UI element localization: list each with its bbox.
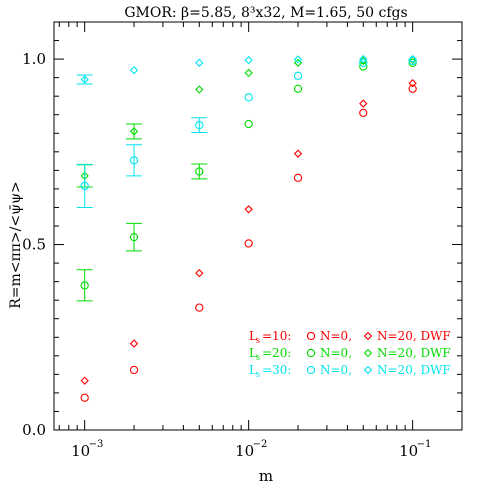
legend-ls-label: L	[249, 329, 257, 343]
series-4	[76, 56, 417, 208]
series-1	[80, 79, 417, 385]
legend-n0-label: N=0,	[320, 363, 352, 377]
data-point	[244, 93, 253, 102]
series-2	[76, 58, 417, 302]
x-tick-exponent: −3	[89, 439, 104, 450]
legend-n0-label: N=0,	[320, 346, 352, 360]
data-point	[244, 239, 253, 248]
data-point	[293, 173, 303, 182]
legend-circle-marker	[306, 365, 316, 375]
data-point	[359, 108, 368, 118]
legend-ls-label: L	[249, 346, 257, 360]
x-tick-label: 10	[235, 442, 254, 460]
data-point	[80, 75, 89, 84]
legend-ls-label: L	[249, 363, 257, 377]
data-point	[80, 281, 89, 290]
x-tick-exponent: −2	[253, 439, 268, 450]
data-point	[195, 85, 204, 94]
chart-title: GMOR: β=5.85, 8³x32, M=1.65, 50 cfgs	[124, 5, 407, 21]
data-point	[129, 127, 139, 136]
legend-circle-marker	[306, 331, 316, 341]
x-tick-label: 10	[71, 442, 90, 460]
data-point	[195, 58, 204, 67]
legend-diamond-marker	[363, 331, 373, 341]
data-point	[244, 68, 253, 77]
legend-ls-value: =30:	[262, 363, 291, 377]
data-point	[244, 119, 253, 129]
series-5	[76, 54, 417, 85]
data-point	[408, 84, 417, 93]
data-point	[293, 149, 303, 158]
series-0	[80, 84, 417, 402]
legend-ls-subscript: s	[256, 370, 260, 379]
data-point	[408, 79, 417, 88]
data-point	[129, 156, 139, 165]
y-tick-label: 1.0	[22, 50, 46, 68]
legend-n20-label: N=20, DWF	[377, 363, 451, 377]
data-point	[129, 339, 139, 348]
legend-n0-label: N=0,	[320, 329, 352, 343]
data-point	[195, 268, 204, 278]
data-point	[359, 58, 368, 67]
data-point	[80, 376, 89, 385]
data-point	[244, 56, 253, 65]
legend-ls-subscript: s	[256, 336, 260, 345]
data-point	[244, 205, 253, 214]
data-point	[80, 393, 89, 402]
legend-n20-label: N=20, DWF	[377, 329, 451, 343]
y-tick-label: 0.5	[22, 236, 46, 254]
x-tick-exponent: −1	[417, 439, 432, 450]
data-point	[129, 365, 139, 375]
x-axis-label: m	[259, 467, 273, 485]
data-point	[293, 58, 303, 67]
legend-ls-value: =10:	[262, 329, 291, 343]
x-tick-label: 10	[399, 442, 418, 460]
data-point	[408, 56, 417, 66]
legend-diamond-marker	[363, 365, 373, 375]
legend-ls-subscript: s	[256, 353, 260, 362]
legend-circle-marker	[306, 348, 316, 358]
data-point	[80, 181, 89, 191]
data-point	[195, 167, 204, 176]
series-3	[76, 55, 417, 188]
legend-n20-label: N=20, DWF	[377, 346, 451, 360]
data-point	[195, 303, 204, 312]
legend-diamond-marker	[363, 348, 373, 358]
legend-ls-value: =20:	[262, 346, 291, 360]
data-point	[293, 84, 303, 93]
data-point	[359, 99, 368, 108]
data-point	[195, 120, 204, 130]
y-axis-label: R=m<ππ>/<ψ̄ψ>	[8, 181, 24, 309]
data-point	[408, 54, 417, 64]
data-point	[359, 54, 368, 64]
data-point	[293, 71, 303, 80]
data-point	[129, 66, 139, 75]
data-point	[129, 232, 139, 242]
y-tick-label: 0.0	[22, 421, 46, 439]
data-point	[293, 55, 303, 64]
